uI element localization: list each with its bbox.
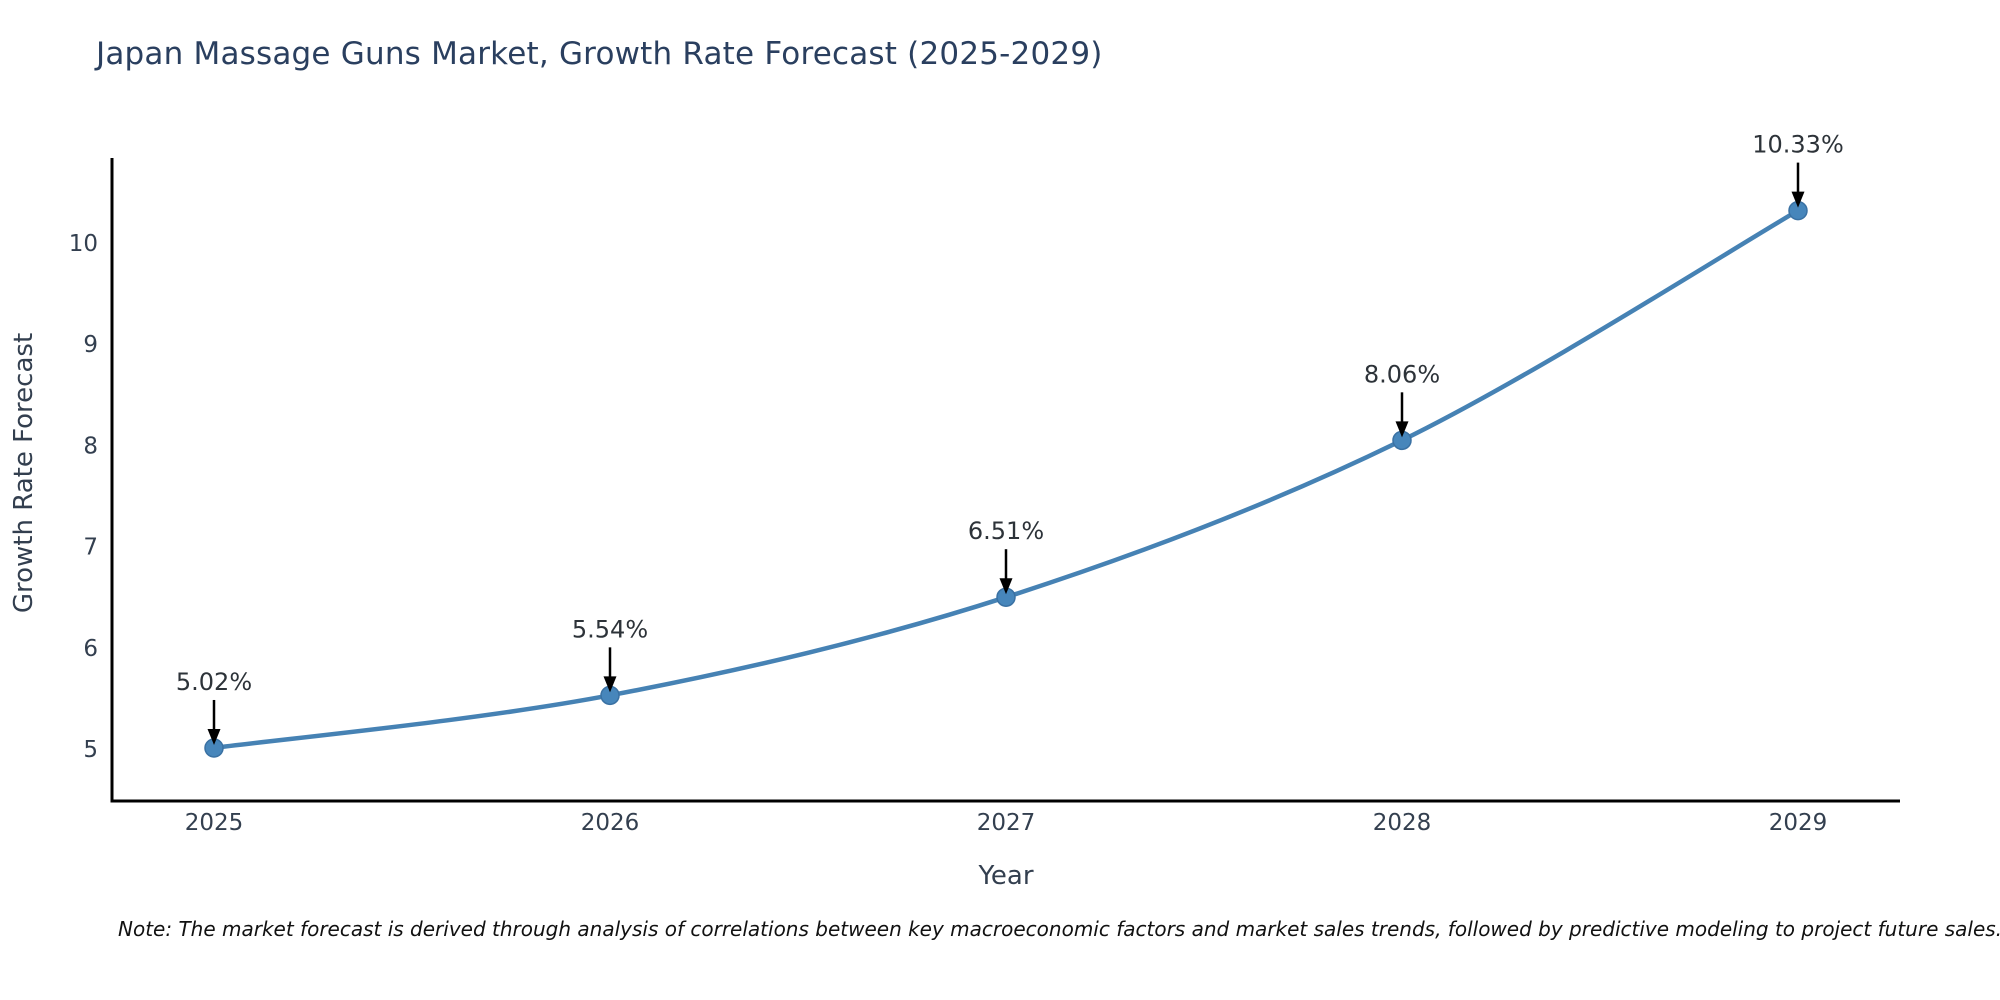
data-point-annotation: 6.51% [968, 517, 1044, 545]
y-tick-label: 9 [83, 332, 98, 358]
chart-title: Japan Massage Guns Market, Growth Rate F… [96, 36, 1103, 72]
annotation-arrow-head [1791, 191, 1805, 208]
data-point-annotation: 5.54% [572, 615, 648, 643]
data-point-annotation: 8.06% [1364, 360, 1440, 388]
x-tick-label: 2028 [1373, 810, 1432, 836]
y-tick-label: 8 [83, 433, 98, 459]
x-tick-label: 2027 [977, 810, 1036, 836]
y-tick-label: 10 [69, 231, 98, 257]
chart-footnote: Note: The market forecast is derived thr… [118, 917, 2000, 941]
data-point-annotation: 5.02% [176, 668, 252, 696]
annotation-arrow-head [207, 728, 221, 745]
x-tick-label: 2025 [185, 810, 244, 836]
y-tick-label: 5 [83, 737, 98, 763]
annotation-arrow-head [999, 578, 1013, 595]
data-point-annotation: 10.33% [1752, 131, 1844, 159]
y-axis-title: Growth Rate Forecast [9, 333, 39, 613]
annotation-arrow-head [603, 676, 617, 693]
y-tick-label: 6 [83, 636, 98, 662]
trend-line [211, 208, 1801, 751]
annotation-arrow-head [1395, 421, 1409, 438]
y-tick-label: 7 [83, 535, 98, 561]
x-tick-label: 2026 [581, 810, 640, 836]
x-axis-title: Year [977, 861, 1033, 891]
x-tick-label: 2029 [1769, 810, 1828, 836]
